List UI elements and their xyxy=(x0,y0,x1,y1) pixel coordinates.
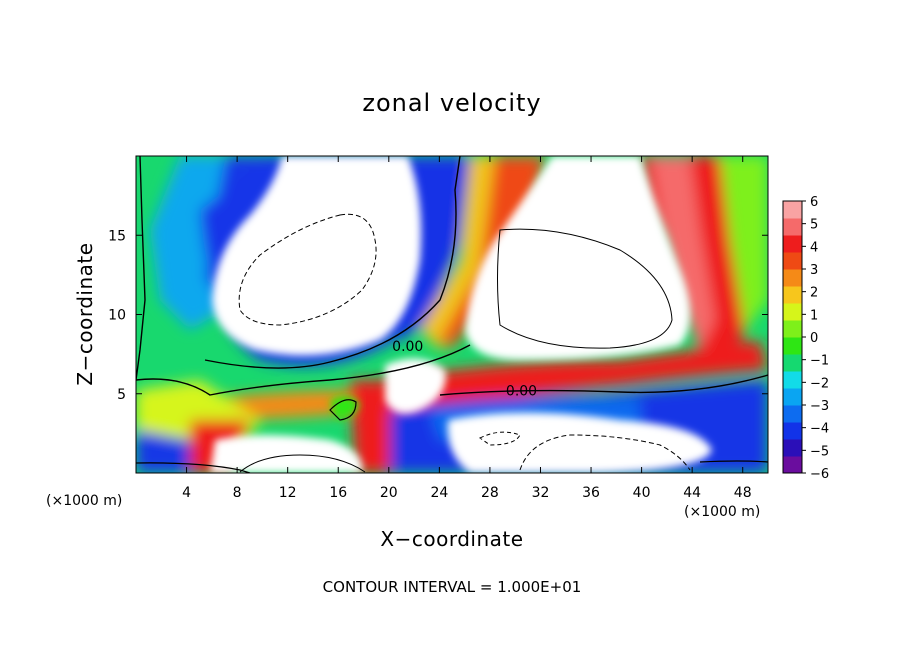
colorbar xyxy=(782,200,803,474)
contour-label: 0.00 xyxy=(506,384,537,400)
colorbar-tick-label: −4 xyxy=(810,422,829,437)
colorbar-tick-label: 6 xyxy=(810,195,818,210)
colorbar-segment xyxy=(783,439,802,457)
velocity-field xyxy=(136,156,768,473)
x-tick-label: 48 xyxy=(734,485,752,501)
x-tick-label: 32 xyxy=(532,485,550,501)
colorbar-segment xyxy=(783,303,802,321)
x-axis-label: X−coordinate xyxy=(380,527,523,551)
colorbar-tick-label: −6 xyxy=(810,467,829,482)
colorbar-segment xyxy=(783,201,802,219)
x-tick-label: 44 xyxy=(683,485,701,501)
colorbar-segment xyxy=(783,252,802,270)
colorbar-tick-label: −3 xyxy=(810,399,829,414)
footer-contour-interval: CONTOUR INTERVAL = 1.000E+01 xyxy=(323,578,582,596)
contour-labels: 0.00 0.00 xyxy=(392,339,537,400)
colorbar-tick-label: 3 xyxy=(810,263,818,278)
x-tick-label: 40 xyxy=(633,485,651,501)
y-axis: 5 10 15 xyxy=(108,228,768,403)
colorbar-segment xyxy=(783,235,802,253)
colorbar-segment xyxy=(783,354,802,372)
colorbar-tick-label: 0 xyxy=(810,331,818,346)
chart-title: zonal velocity xyxy=(362,89,541,117)
colorbar-tick-label: 1 xyxy=(810,308,818,323)
colorbar-segment xyxy=(783,337,802,355)
colorbar-segment xyxy=(783,269,802,287)
colorbar-tick-label: 2 xyxy=(810,286,818,301)
colorbar-tick-label: 5 xyxy=(810,218,818,233)
colorbar-segment xyxy=(783,405,802,423)
x-tick-label: 28 xyxy=(481,485,499,501)
colorbar-segment xyxy=(783,456,802,474)
x-axis-unit-left: (×1000 m) xyxy=(46,493,122,509)
y-tick-label: 15 xyxy=(108,228,126,244)
x-tick-label: 24 xyxy=(430,485,448,501)
x-tick-label: 4 xyxy=(182,485,191,501)
colorbar-segment xyxy=(783,320,802,338)
colorbar-tick-label: 4 xyxy=(810,240,818,255)
colorbar-segment xyxy=(783,422,802,440)
y-tick-label: 5 xyxy=(117,387,126,403)
y-axis-label: Z−coordinate xyxy=(73,242,97,385)
x-axis: 4 8 12 16 20 24 28 32 36 40 44 48 xyxy=(182,156,752,501)
x-tick-label: 12 xyxy=(279,485,297,501)
x-tick-label: 16 xyxy=(329,485,347,501)
colorbar-segment xyxy=(783,218,802,236)
x-tick-label: 20 xyxy=(380,485,398,501)
colorbar-tick-label: −5 xyxy=(810,444,829,459)
colorbar-segment xyxy=(783,388,802,406)
colorbar-tick-label: −1 xyxy=(810,354,829,369)
colorbar-segment xyxy=(783,371,802,389)
contour-label: 0.00 xyxy=(392,339,423,355)
x-axis-unit-right: (×1000 m) xyxy=(684,504,760,520)
x-tick-label: 36 xyxy=(582,485,600,501)
x-tick-label: 8 xyxy=(233,485,242,501)
y-tick-label: 10 xyxy=(108,308,126,324)
colorbar-tick-labels: 6 5 4 3 2 1 0 −1 −2 −3 −4 −5 −6 xyxy=(802,195,829,482)
colorbar-segment xyxy=(783,286,802,304)
colorbar-tick-label: −2 xyxy=(810,376,829,391)
